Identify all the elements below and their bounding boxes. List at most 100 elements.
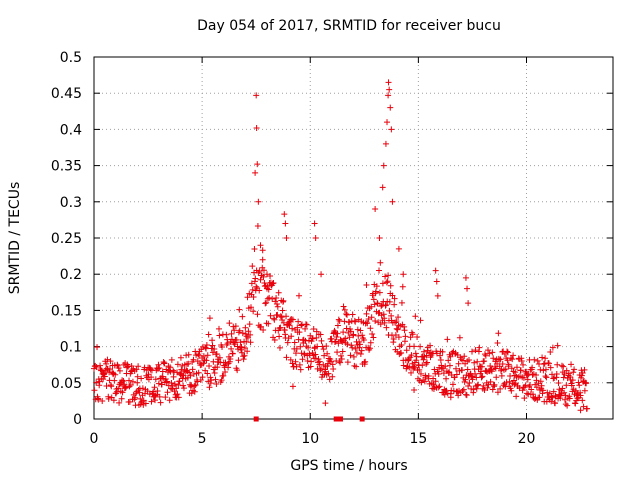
data-point [534, 357, 541, 364]
data-point [281, 211, 288, 218]
data-point [164, 389, 171, 396]
x-tick-label: 10 [301, 431, 319, 447]
data-point [424, 359, 431, 366]
data-point [528, 386, 535, 393]
data-point [305, 344, 312, 351]
data-point [419, 362, 426, 369]
data-point [463, 392, 470, 399]
data-point [346, 319, 353, 326]
data-point [369, 331, 376, 338]
data-point [320, 346, 327, 353]
data-point [260, 267, 267, 274]
data-point [340, 303, 347, 310]
data-point [537, 378, 544, 385]
data-point [155, 361, 162, 368]
data-point [560, 374, 567, 381]
data-point [409, 331, 416, 338]
data-point [480, 382, 487, 389]
data-point [148, 374, 155, 381]
data-point [287, 356, 294, 363]
y-tick-label: 0.25 [51, 231, 82, 247]
data-point [296, 329, 303, 336]
data-point [506, 378, 513, 385]
data-point [145, 371, 152, 378]
data-point [494, 339, 501, 346]
data-point [135, 387, 142, 394]
data-point [382, 140, 389, 147]
data-point [307, 332, 314, 339]
data-point [241, 344, 248, 351]
data-point [110, 397, 117, 404]
data-point [269, 280, 276, 287]
tick-labels: 0 0.05 0.1 0.15 0.2 0.25 0.3 0.35 0.4 0.45 0.5 0 5 10… [51, 50, 536, 447]
data-point [288, 316, 295, 323]
data-point [526, 382, 533, 389]
data-point [390, 336, 397, 343]
data-point [465, 300, 472, 307]
data-point [384, 119, 391, 126]
data-point [455, 392, 462, 399]
data-point [365, 315, 372, 322]
data-point [453, 371, 460, 378]
data-point [384, 278, 391, 285]
data-point [447, 394, 454, 401]
y-tick-label: 0.15 [51, 303, 82, 319]
data-point [536, 394, 543, 401]
data-point [345, 329, 352, 336]
data-point [211, 346, 218, 353]
data-point [445, 357, 452, 364]
data-point [216, 332, 223, 339]
data-point [257, 323, 264, 330]
data-point [260, 327, 267, 334]
data-point [456, 334, 463, 341]
data-point [499, 361, 506, 368]
data-point [497, 385, 504, 392]
data-point [250, 293, 257, 300]
data-point [341, 318, 348, 325]
data-point [583, 380, 590, 387]
data-point [498, 372, 505, 379]
data-point [209, 337, 216, 344]
data-point [317, 331, 324, 338]
data-point [459, 367, 466, 374]
data-point [239, 330, 246, 337]
data-point [539, 354, 546, 361]
data-point [334, 330, 341, 337]
data-point [408, 352, 415, 359]
data-point [219, 343, 226, 350]
data-point [465, 356, 472, 363]
data-point [276, 344, 283, 351]
data-point [381, 319, 388, 326]
data-point [204, 352, 211, 359]
data-point [540, 361, 547, 368]
data-point [493, 374, 500, 381]
data-point [176, 378, 183, 385]
data-point [244, 348, 251, 355]
data-point [175, 394, 182, 401]
y-axis-label: SRMTID / TECUs [7, 182, 23, 295]
data-point [388, 126, 395, 133]
data-point [364, 320, 371, 327]
data-point [265, 286, 272, 293]
data-point [123, 384, 130, 391]
data-point [178, 366, 185, 373]
data-point [331, 339, 338, 346]
data-point [334, 349, 341, 356]
data-point [439, 348, 446, 355]
data-point [111, 362, 118, 369]
data-point [580, 403, 587, 410]
data-point [347, 328, 354, 335]
data-point [271, 337, 278, 344]
data-point [563, 382, 570, 389]
data-point [492, 365, 499, 372]
data-point [253, 92, 260, 99]
data-point [489, 349, 496, 356]
data-point [542, 373, 549, 380]
data-point [134, 373, 141, 380]
data-point [402, 333, 409, 340]
data-point [571, 366, 578, 373]
data-point [314, 343, 321, 350]
data-point [274, 303, 281, 310]
data-point [372, 288, 379, 295]
